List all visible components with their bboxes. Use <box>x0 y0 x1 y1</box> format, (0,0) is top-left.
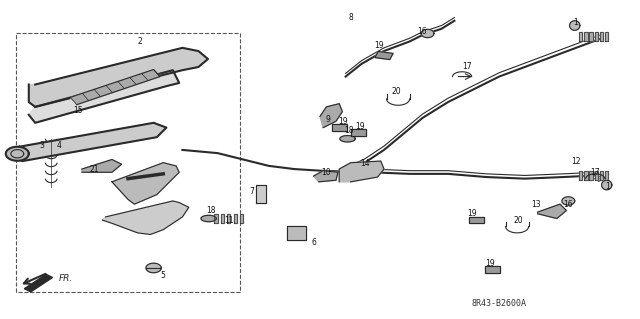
Text: 18: 18 <box>207 206 216 215</box>
Polygon shape <box>584 32 588 41</box>
Bar <box>485 266 500 273</box>
Bar <box>375 51 393 60</box>
Bar <box>332 124 347 131</box>
Polygon shape <box>29 48 208 107</box>
Text: 5: 5 <box>161 271 166 280</box>
Polygon shape <box>605 32 608 41</box>
Text: 19: 19 <box>338 117 348 126</box>
Bar <box>351 129 366 136</box>
Polygon shape <box>584 171 588 180</box>
Text: 17: 17 <box>590 168 600 177</box>
Polygon shape <box>29 70 179 123</box>
Text: 11: 11 <box>225 216 234 225</box>
Polygon shape <box>589 32 593 41</box>
Polygon shape <box>602 180 612 190</box>
Text: 1: 1 <box>605 182 611 191</box>
Text: 19: 19 <box>355 122 365 130</box>
Polygon shape <box>112 163 179 204</box>
Bar <box>351 129 366 136</box>
Polygon shape <box>600 171 603 180</box>
Polygon shape <box>227 214 230 223</box>
Polygon shape <box>579 32 582 41</box>
Polygon shape <box>570 21 580 30</box>
Text: 9: 9 <box>325 115 330 124</box>
Text: 21: 21 <box>90 165 99 174</box>
Text: 19: 19 <box>374 41 384 50</box>
Text: 20: 20 <box>392 87 402 96</box>
Text: 19: 19 <box>467 209 477 218</box>
Bar <box>469 217 484 223</box>
Text: 2: 2 <box>137 37 142 46</box>
Polygon shape <box>579 171 582 180</box>
Polygon shape <box>14 123 166 161</box>
Polygon shape <box>256 185 266 203</box>
Text: 4: 4 <box>56 141 61 150</box>
Text: 1: 1 <box>573 18 579 27</box>
Polygon shape <box>314 171 338 182</box>
Text: FR.: FR. <box>59 274 73 283</box>
Polygon shape <box>320 104 342 128</box>
Polygon shape <box>339 161 384 182</box>
Polygon shape <box>421 29 434 38</box>
Polygon shape <box>221 214 224 223</box>
Polygon shape <box>102 201 189 234</box>
Polygon shape <box>287 226 306 240</box>
Text: 8: 8 <box>349 13 354 22</box>
Text: 14: 14 <box>360 159 370 168</box>
Bar <box>375 51 393 60</box>
Polygon shape <box>214 214 218 223</box>
Polygon shape <box>24 274 52 292</box>
Text: 10: 10 <box>321 168 332 177</box>
Text: 7: 7 <box>249 187 254 196</box>
Text: 16: 16 <box>417 27 428 36</box>
Polygon shape <box>562 197 575 205</box>
Polygon shape <box>146 263 161 273</box>
Polygon shape <box>605 171 608 180</box>
Polygon shape <box>600 32 603 41</box>
Polygon shape <box>234 214 237 223</box>
Polygon shape <box>240 214 243 223</box>
Polygon shape <box>595 32 598 41</box>
Bar <box>485 266 500 273</box>
Text: 12: 12 <box>572 157 580 166</box>
Text: 15: 15 <box>73 106 83 115</box>
Text: 17: 17 <box>462 63 472 71</box>
Text: 6: 6 <box>311 238 316 247</box>
Text: 3: 3 <box>39 141 44 150</box>
Polygon shape <box>589 171 593 180</box>
Polygon shape <box>595 171 598 180</box>
Text: 18: 18 <box>344 126 353 135</box>
Text: 20: 20 <box>513 216 524 225</box>
Text: 16: 16 <box>563 200 573 209</box>
Polygon shape <box>70 70 160 105</box>
Polygon shape <box>82 160 122 172</box>
Polygon shape <box>201 215 216 222</box>
Polygon shape <box>340 136 355 142</box>
Text: 8R43-B2600A: 8R43-B2600A <box>472 299 527 308</box>
Bar <box>332 124 347 131</box>
Polygon shape <box>538 204 566 219</box>
Bar <box>469 217 484 223</box>
Text: 19: 19 <box>484 259 495 268</box>
Polygon shape <box>6 147 29 161</box>
Text: 13: 13 <box>531 200 541 209</box>
